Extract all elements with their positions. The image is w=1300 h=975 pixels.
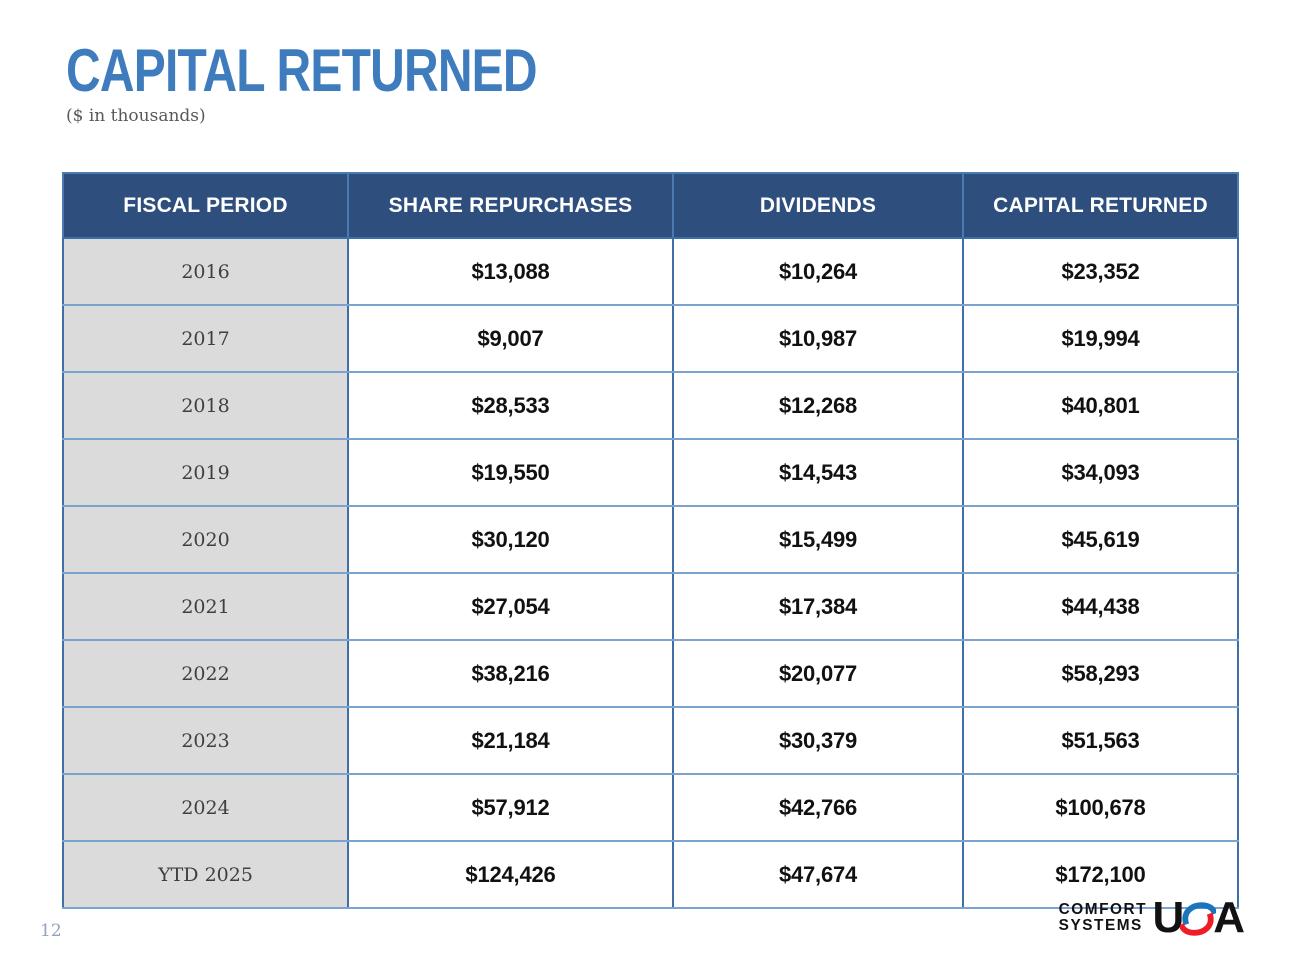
- cell-fiscal-period: 2017: [62, 304, 349, 373]
- cell-share-repurchases: $57,912: [347, 773, 674, 842]
- cell-capital-returned: $100,678: [962, 773, 1239, 842]
- capital-returned-table: FISCAL PERIOD SHARE REPURCHASES DIVIDEND…: [62, 172, 1239, 909]
- logo-wordmark: COMFORT SYSTEMS: [1059, 902, 1147, 933]
- cell-share-repurchases: $27,054: [347, 572, 674, 641]
- cell-share-repurchases: $21,184: [347, 706, 674, 775]
- cell-fiscal-period: YTD 2025: [62, 840, 349, 909]
- cell-share-repurchases: $38,216: [347, 639, 674, 708]
- table-row: 2016 $13,088 $10,264 $23,352: [62, 237, 1239, 306]
- page-title: CAPITAL RETURNED: [66, 37, 538, 104]
- cell-share-repurchases: $124,426: [347, 840, 674, 909]
- logo-swirl-s-icon: [1180, 902, 1217, 936]
- cell-dividends: $42,766: [672, 773, 964, 842]
- cell-dividends: $10,987: [672, 304, 964, 373]
- table-body: 2016 $13,088 $10,264 $23,352 2017 $9,007…: [62, 237, 1239, 909]
- cell-dividends: $14,543: [672, 438, 964, 507]
- comfort-systems-usa-logo: COMFORT SYSTEMS U A: [1055, 893, 1245, 942]
- column-header-fiscal-period: FISCAL PERIOD: [62, 172, 349, 239]
- cell-dividends: $17,384: [672, 572, 964, 641]
- cell-fiscal-period: 2019: [62, 438, 349, 507]
- column-header-share-repurchases: SHARE REPURCHASES: [347, 172, 674, 239]
- logo-usa-text: U A: [1152, 893, 1245, 942]
- cell-dividends: $20,077: [672, 639, 964, 708]
- cell-share-repurchases: $28,533: [347, 371, 674, 440]
- table-row: 2017 $9,007 $10,987 $19,994: [62, 304, 1239, 373]
- cell-capital-returned: $34,093: [962, 438, 1239, 507]
- cell-share-repurchases: $13,088: [347, 237, 674, 306]
- table-row: 2023 $21,184 $30,379 $51,563: [62, 706, 1239, 775]
- logo-comfort-text: COMFORT: [1059, 901, 1148, 919]
- column-header-capital-returned: CAPITAL RETURNED: [962, 172, 1239, 239]
- cell-capital-returned: $19,994: [962, 304, 1239, 373]
- table-row: 2022 $38,216 $20,077 $58,293: [62, 639, 1239, 708]
- table-row: 2021 $27,054 $17,384 $44,438: [62, 572, 1239, 641]
- table-header-row: FISCAL PERIOD SHARE REPURCHASES DIVIDEND…: [62, 172, 1239, 239]
- cell-capital-returned: $58,293: [962, 639, 1239, 708]
- logo-usa-a: A: [1213, 893, 1245, 942]
- cell-fiscal-period: 2021: [62, 572, 349, 641]
- column-header-dividends: DIVIDENDS: [672, 172, 964, 239]
- cell-capital-returned: $172,100: [962, 840, 1239, 909]
- table-row: 2020 $30,120 $15,499 $45,619: [62, 505, 1239, 574]
- cell-share-repurchases: $19,550: [347, 438, 674, 507]
- cell-dividends: $12,268: [672, 371, 964, 440]
- cell-capital-returned: $23,352: [962, 237, 1239, 306]
- cell-fiscal-period: 2023: [62, 706, 349, 775]
- cell-capital-returned: $44,438: [962, 572, 1239, 641]
- cell-dividends: $47,674: [672, 840, 964, 909]
- cell-dividends: $15,499: [672, 505, 964, 574]
- cell-fiscal-period: 2016: [62, 237, 349, 306]
- cell-share-repurchases: $30,120: [347, 505, 674, 574]
- cell-fiscal-period: 2018: [62, 371, 349, 440]
- cell-dividends: $10,264: [672, 237, 964, 306]
- cell-capital-returned: $51,563: [962, 706, 1239, 775]
- cell-fiscal-period: 2022: [62, 639, 349, 708]
- cell-share-repurchases: $9,007: [347, 304, 674, 373]
- cell-dividends: $30,379: [672, 706, 964, 775]
- page-number: 12: [40, 921, 62, 941]
- cell-fiscal-period: 2020: [62, 505, 349, 574]
- table-row: 2019 $19,550 $14,543 $34,093: [62, 438, 1239, 507]
- logo-usa-u: U: [1152, 893, 1184, 942]
- table-row: 2024 $57,912 $42,766 $100,678: [62, 773, 1239, 842]
- table-row: 2018 $28,533 $12,268 $40,801: [62, 371, 1239, 440]
- cell-fiscal-period: 2024: [62, 773, 349, 842]
- cell-capital-returned: $40,801: [962, 371, 1239, 440]
- table-row: YTD 2025 $124,426 $47,674 $172,100: [62, 840, 1239, 909]
- units-note: ($ in thousands): [66, 106, 206, 126]
- cell-capital-returned: $45,619: [962, 505, 1239, 574]
- logo-systems-text: SYSTEMS: [1059, 917, 1144, 934]
